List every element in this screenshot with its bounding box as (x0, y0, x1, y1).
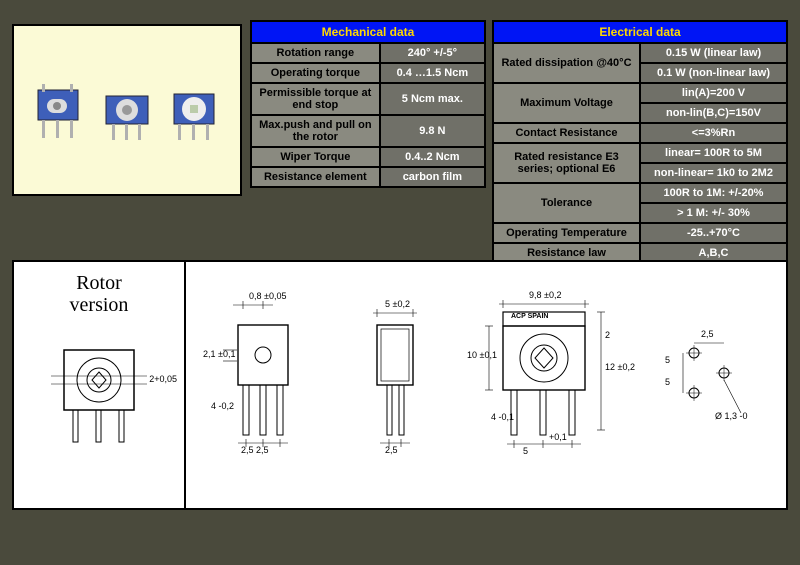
mech-label: Permissible torque at end stop (251, 83, 380, 115)
elec-value: non-linear= 1k0 to 2M2 (640, 163, 787, 183)
side-view-1: 0,8 ±0,05 2,1 ±0,1 4 -0,2 2,5 2,5 (213, 295, 313, 475)
elec-value: <=3%Rn (640, 123, 787, 143)
table-row: Maximum Voltagelin(A)=200 V (493, 83, 787, 103)
product-photo-panel (12, 24, 242, 196)
elec-value: 0.15 W (linear law) (640, 43, 787, 63)
mech-value: 240° +/-5° (380, 43, 485, 63)
elec-label: Rated dissipation @40°C (493, 43, 640, 83)
table-row: Resistance elementcarbon film (251, 167, 485, 187)
mechanical-header: Mechanical data (251, 21, 485, 43)
mech-value: 0.4..2 Ncm (380, 147, 485, 167)
elec-value: -25..+70°C (640, 223, 787, 243)
table-row: Wiper Torque0.4..2 Ncm (251, 147, 485, 167)
mech-value: carbon film (380, 167, 485, 187)
table-row: Contact Resistance<=3%Rn (493, 123, 787, 143)
elec-value: linear= 100R to 5M (640, 143, 787, 163)
mech-label: Rotation range (251, 43, 380, 63)
dim-front-pin: 4 -0,1 (491, 412, 514, 422)
table-row: Rated resistance E3 series; optional E6l… (493, 143, 787, 163)
mech-label: Max.push and pull on the rotor (251, 115, 380, 147)
dim-pcb-dia: Ø 1,3 -0 (715, 411, 748, 421)
elec-label: Operating Temperature (493, 223, 640, 243)
elec-label: Rated resistance E3 series; optional E6 (493, 143, 640, 183)
component-view-3 (164, 84, 224, 144)
table-row: Tolerance100R to 1M: +/-20% (493, 183, 787, 203)
rotor-title: Rotorversion (70, 272, 129, 316)
elec-label: Contact Resistance (493, 123, 640, 143)
elec-value: 100R to 1M: +/-20% (640, 183, 787, 203)
dim-s1-w: 0,8 ±0,05 (249, 291, 286, 301)
table-row: Rated dissipation @40°C0.15 W (linear la… (493, 43, 787, 63)
diagrams-row: 0,8 ±0,05 2,1 ±0,1 4 -0,2 2,5 2,5 5 ±0,2… (186, 262, 786, 508)
dim-s2-pin: 2,5 (385, 445, 398, 455)
elec-label: Tolerance (493, 183, 640, 223)
dim-front-h: 10 ±0,1 (467, 350, 497, 360)
dim-s1-h: 2,1 ±0,1 (203, 349, 235, 359)
mech-label: Resistance element (251, 167, 380, 187)
dim-pcb-c: 5 (665, 377, 670, 387)
electrical-header: Electrical data (493, 21, 787, 43)
technical-drawings-panel: Rotorversion 2+0,05 (12, 260, 788, 510)
dim-front-hex: 2 (605, 330, 610, 340)
elec-value: lin(A)=200 V (640, 83, 787, 103)
dim-s1-pitch: 2,5 2,5 (241, 445, 269, 455)
mech-value: 9.8 N (380, 115, 485, 147)
elec-value: > 1 M: +/- 30% (640, 203, 787, 223)
mech-value: 0.4 …1.5 Ncm (380, 63, 485, 83)
table-row: Operating Temperature-25..+70°C (493, 223, 787, 243)
mech-label: Operating torque (251, 63, 380, 83)
rotor-dim-label: 2+0,05 (149, 374, 177, 384)
table-row: Permissible torque at end stop5 Ncm max. (251, 83, 485, 115)
electrical-data-table: Electrical data Rated dissipation @40°C0… (492, 20, 788, 264)
dim-pcb-b: 5 (665, 355, 670, 365)
side-view-2: 5 ±0,2 2,5 (355, 295, 435, 475)
rotor-icon-drawing: 2+0,05 (49, 340, 149, 460)
rotor-version-panel: Rotorversion 2+0,05 (14, 262, 186, 508)
product-photo-row (32, 84, 224, 144)
elec-value: non-lin(B,C)=150V (640, 103, 787, 123)
pcb-footprint: 2,5 5 5 Ø 1,3 -0 (669, 325, 759, 445)
elec-value: 0.1 W (non-linear law) (640, 63, 787, 83)
mech-value: 5 Ncm max. (380, 83, 485, 115)
table-row: Max.push and pull on the rotor9.8 N (251, 115, 485, 147)
front-brand-label: ACP SPAIN (511, 313, 548, 320)
dim-s1-pin: 4 -0,2 (211, 401, 234, 411)
dim-front-w: 9,8 ±0,2 (529, 290, 561, 300)
elec-label: Maximum Voltage (493, 83, 640, 123)
dim-front-pitch: 5 (523, 446, 528, 456)
component-view-1 (32, 84, 92, 144)
table-row: Operating torque0.4 …1.5 Ncm (251, 63, 485, 83)
mech-label: Wiper Torque (251, 147, 380, 167)
dim-front-h2: 12 ±0,2 (605, 362, 635, 372)
mechanical-data-table: Mechanical data Rotation range240° +/-5°… (250, 20, 486, 188)
dim-s2-w: 5 ±0,2 (385, 299, 410, 309)
dim-front-pin2: +0,1 (549, 432, 567, 442)
dim-pcb-a: 2,5 (701, 329, 714, 339)
front-view: 9,8 ±0,2 ACP SPAIN 10 ±0,1 12 ±0,2 2 4 -… (477, 290, 627, 480)
component-view-2 (98, 84, 158, 144)
table-row: Rotation range240° +/-5° (251, 43, 485, 63)
